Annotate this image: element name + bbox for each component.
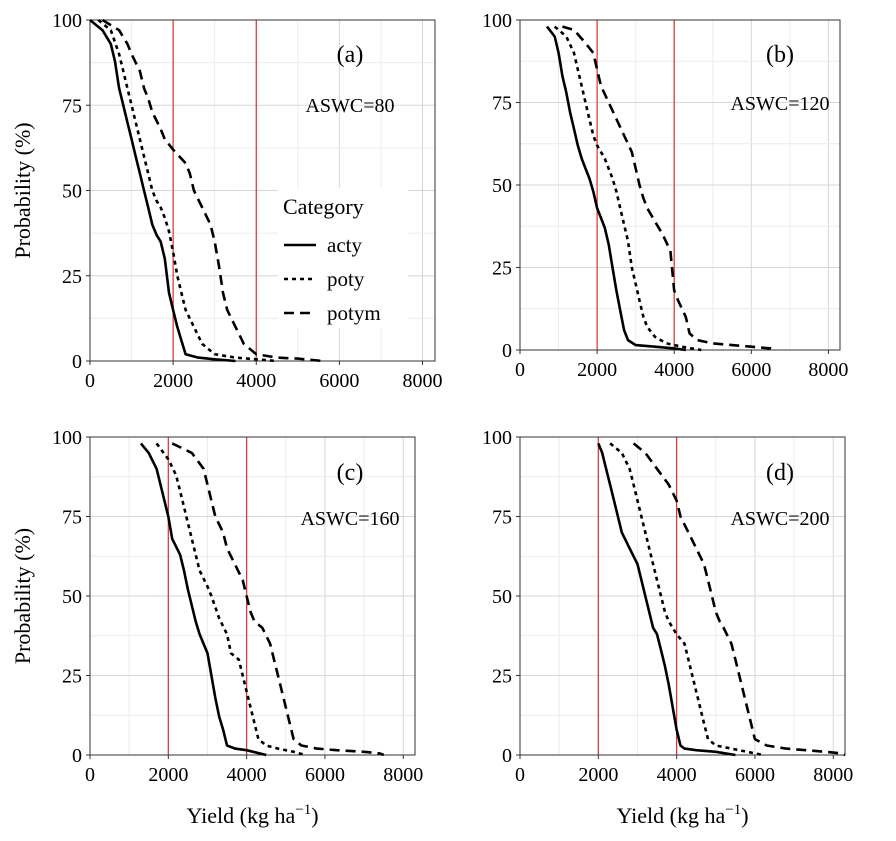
legend-label-poty: poty xyxy=(327,267,365,291)
x-tick-label: 6000 xyxy=(319,370,359,392)
panel-c: 0 2000 4000 6000 8000 0 25 50 75 100 (c) ASWC=160 Pr… xyxy=(10,427,423,828)
y-tick-label: 75 xyxy=(492,507,512,529)
y-tick-label: 25 xyxy=(492,258,512,280)
x-tick-label: 2000 xyxy=(578,764,618,786)
x-axis-title: Yield (kg ha−1) xyxy=(186,802,318,828)
series-line-acty xyxy=(545,25,686,352)
series-line-acty xyxy=(597,442,736,757)
x-tick-label: 0 xyxy=(515,764,525,786)
grid xyxy=(520,20,840,350)
series-line-potym xyxy=(562,25,775,352)
aswc-annotation: ASWC=160 xyxy=(300,508,399,530)
x-tick-label: 0 xyxy=(515,359,525,381)
x-tick-label: 4000 xyxy=(236,370,276,392)
y-axis-title: Probability (%) xyxy=(10,122,35,258)
y-tick-label: 50 xyxy=(62,181,82,203)
y-tick-label: 75 xyxy=(62,507,82,529)
y-axis-title: Probability (%) xyxy=(10,528,35,664)
x-tick-label: 4000 xyxy=(654,359,694,381)
aswc-annotation: ASWC=200 xyxy=(730,508,829,530)
y-tick-label: 100 xyxy=(482,427,512,449)
series-line-poty xyxy=(609,442,764,757)
series-line-potym xyxy=(632,442,846,757)
aswc-annotation: ASWC=120 xyxy=(730,93,829,115)
series-line-poty xyxy=(553,25,702,352)
x-tick-label: 8000 xyxy=(808,359,848,381)
series-line-potym xyxy=(171,442,385,757)
legend-label-acty: acty xyxy=(327,233,362,257)
grid xyxy=(520,437,845,755)
y-tick-label: 50 xyxy=(492,586,512,608)
panel-a: 0 2000 4000 6000 8000 0 25 50 75 100 (a) ASWC=80 Pro… xyxy=(10,10,443,392)
y-tick-label: 50 xyxy=(492,175,512,197)
x-tick-label: 2000 xyxy=(577,359,617,381)
x-tick-label: 6000 xyxy=(735,764,775,786)
y-tick-label: 0 xyxy=(72,745,82,767)
y-tick-label: 100 xyxy=(52,10,82,32)
series-line-poty xyxy=(155,442,306,757)
x-tick-label: 2000 xyxy=(148,764,188,786)
x-tick-label: 8000 xyxy=(383,764,423,786)
series-line-potym xyxy=(101,18,323,363)
legend-title: Category xyxy=(283,194,364,219)
series-line-acty xyxy=(139,442,267,757)
legend: Category acty poty potym xyxy=(278,188,408,328)
panel-b: 0 2000 4000 6000 8000 0 25 50 75 100 (b) ASWC=120 xyxy=(482,10,848,381)
y-tick-label: 50 xyxy=(62,586,82,608)
y-tick-label: 75 xyxy=(62,95,82,117)
y-tick-label: 25 xyxy=(62,266,82,288)
y-tick-label: 100 xyxy=(52,427,82,449)
y-tick-label: 100 xyxy=(482,10,512,32)
x-tick-label: 0 xyxy=(85,370,95,392)
x-tick-label: 8000 xyxy=(403,370,443,392)
y-tick-label: 0 xyxy=(502,340,512,362)
series-line-poty xyxy=(97,18,278,363)
legend-label-potym: potym xyxy=(327,301,381,325)
x-tick-label: 0 xyxy=(85,764,95,786)
y-tick-label: 0 xyxy=(502,745,512,767)
panel-label: (c) xyxy=(337,460,364,486)
panel-label: (a) xyxy=(337,42,364,68)
x-tick-label: 6000 xyxy=(305,764,345,786)
legend-background xyxy=(278,188,408,328)
y-tick-label: 75 xyxy=(492,93,512,115)
y-tick-label: 25 xyxy=(62,666,82,688)
y-tick-label: 0 xyxy=(72,351,82,373)
x-tick-label: 4000 xyxy=(227,764,267,786)
x-tick-label: 6000 xyxy=(731,359,771,381)
y-tick-label: 25 xyxy=(492,666,512,688)
series-line-acty xyxy=(89,18,236,363)
panel-label: (d) xyxy=(766,460,794,486)
panel-label: (b) xyxy=(766,42,794,68)
x-tick-label: 4000 xyxy=(657,764,697,786)
x-axis-title: Yield (kg ha−1) xyxy=(616,802,748,828)
x-tick-label: 2000 xyxy=(153,370,193,392)
panel-d: 0 2000 4000 6000 8000 0 25 50 75 100 (d) ASWC=200 Yi… xyxy=(482,427,853,828)
x-tick-label: 8000 xyxy=(813,764,853,786)
aswc-annotation: ASWC=80 xyxy=(305,95,394,117)
grid xyxy=(90,437,415,755)
